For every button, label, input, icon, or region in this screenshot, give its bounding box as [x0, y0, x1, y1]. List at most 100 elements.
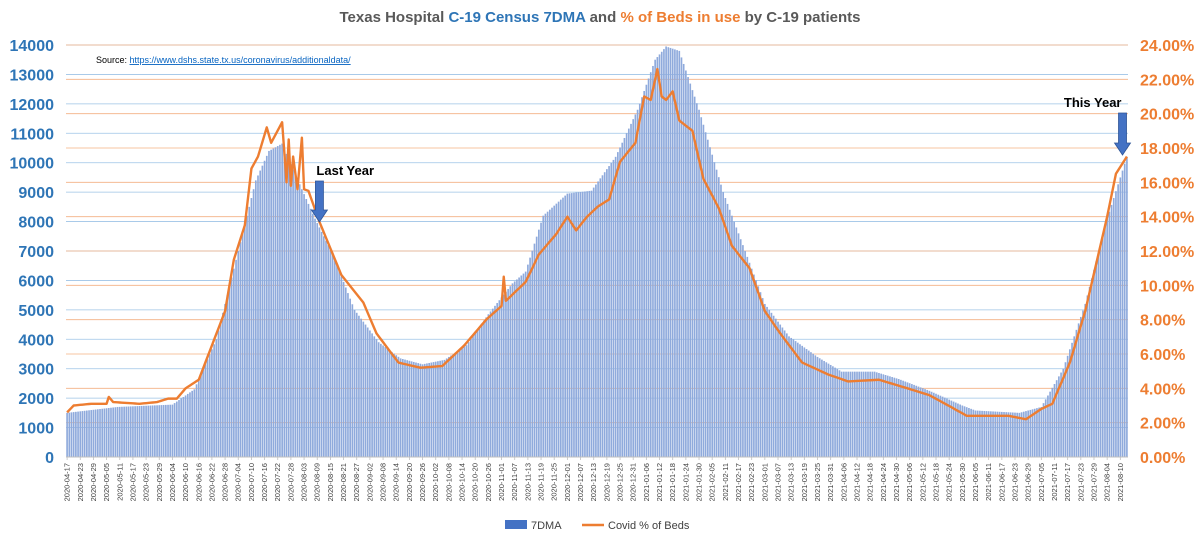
bar	[353, 309, 356, 457]
legend: 7DMA Covid % of Beds	[505, 520, 690, 532]
bar	[728, 209, 731, 457]
bar	[1123, 163, 1126, 457]
bar	[239, 242, 242, 457]
bar	[408, 360, 411, 457]
bar	[169, 404, 172, 457]
bar	[1095, 261, 1098, 457]
bar	[702, 124, 705, 457]
y-right-tick-label: 14.00%	[1140, 210, 1194, 227]
y-right-tick-label: 18.00%	[1140, 141, 1194, 158]
bar	[1053, 384, 1056, 457]
bar	[1069, 349, 1071, 457]
x-tick-label: 2021-05-24	[945, 463, 954, 501]
bar	[1104, 227, 1106, 457]
bar	[581, 191, 584, 458]
bar	[364, 324, 367, 457]
bar	[83, 410, 86, 457]
bar	[658, 54, 661, 458]
source-link[interactable]: https://www.dshs.state.tx.us/coronavirus…	[130, 55, 352, 65]
bar	[976, 410, 979, 457]
bar	[118, 406, 121, 457]
bar	[1038, 407, 1040, 457]
bar	[66, 412, 68, 457]
bar	[287, 159, 290, 458]
x-tick-label: 2020-05-29	[155, 463, 164, 501]
bar	[783, 330, 786, 457]
bar	[968, 408, 970, 457]
bar	[680, 57, 683, 458]
x-tick-label: 2021-03-07	[774, 463, 783, 501]
bar	[513, 281, 516, 457]
bar	[957, 403, 959, 457]
bar	[213, 344, 215, 457]
bar	[140, 405, 143, 457]
bar	[555, 203, 558, 457]
bar	[917, 386, 920, 457]
bar	[393, 353, 395, 457]
bar	[143, 405, 145, 457]
bar	[608, 166, 610, 457]
bar	[167, 404, 169, 457]
bar	[184, 395, 187, 457]
x-tick-label: 2020-09-02	[365, 463, 374, 501]
bar	[483, 320, 485, 457]
y-right-tick-label: 8.00%	[1140, 313, 1185, 330]
title-part-3: % of Beds in use	[620, 9, 740, 26]
y-right-tick-label: 4.00%	[1140, 381, 1185, 398]
bar	[1090, 278, 1093, 457]
bar	[90, 410, 93, 457]
bar	[603, 172, 606, 457]
bar	[261, 165, 264, 457]
y-right-tick-label: 2.00%	[1140, 416, 1185, 433]
x-tick-label: 2020-05-05	[102, 463, 111, 501]
x-tick-label: 2020-11-07	[510, 463, 519, 501]
bar	[757, 286, 760, 457]
bar	[441, 360, 444, 457]
bar	[871, 371, 874, 457]
bar	[1007, 412, 1010, 457]
bar	[263, 160, 266, 457]
bar	[154, 405, 156, 457]
bar	[489, 311, 492, 457]
bar	[562, 197, 564, 457]
bar	[779, 324, 782, 457]
bar	[764, 303, 766, 457]
bar	[590, 190, 593, 458]
x-tick-label: 2020-07-16	[260, 463, 269, 501]
bar	[96, 409, 99, 457]
bar	[72, 412, 75, 457]
x-tick-label: 2021-07-23	[1076, 463, 1085, 501]
bar	[511, 283, 514, 457]
bar	[443, 359, 446, 457]
bar	[965, 407, 968, 457]
bar	[682, 63, 685, 457]
bar	[366, 327, 369, 457]
bar	[529, 257, 531, 457]
bar	[448, 356, 450, 457]
bar	[860, 371, 863, 457]
bar	[946, 398, 948, 457]
bar	[803, 347, 806, 457]
bar	[259, 170, 262, 457]
bar	[1018, 412, 1021, 457]
bar	[75, 411, 77, 457]
bar	[1115, 191, 1117, 457]
x-tick-label: 2021-02-23	[747, 463, 756, 501]
bar	[1022, 411, 1025, 457]
bar	[777, 321, 779, 457]
bar	[1033, 408, 1036, 457]
bar	[1084, 303, 1087, 457]
bar	[814, 355, 817, 457]
bar	[954, 402, 957, 457]
bar	[445, 358, 448, 457]
bar	[331, 253, 334, 457]
bar	[191, 390, 193, 457]
y-right-tick-label: 22.00%	[1140, 72, 1194, 89]
bar	[226, 295, 229, 457]
bar	[821, 359, 823, 457]
bar	[1106, 218, 1108, 457]
x-tick-label: 2021-06-17	[997, 463, 1006, 501]
bar	[961, 405, 964, 457]
bar	[678, 50, 681, 457]
bar	[502, 294, 505, 457]
